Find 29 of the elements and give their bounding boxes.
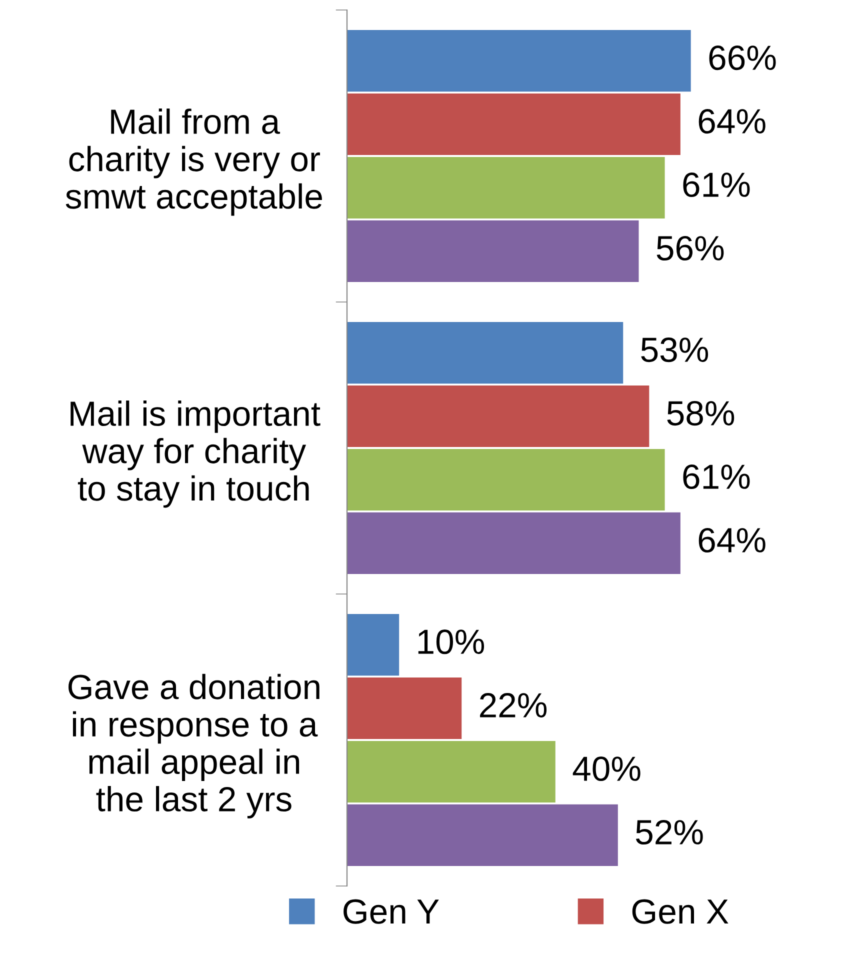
bar <box>347 740 556 803</box>
bar <box>347 385 650 448</box>
data-label: 22% <box>480 692 547 718</box>
bar <box>347 156 665 219</box>
bar <box>347 30 691 92</box>
data-label: 64% <box>698 528 766 553</box>
data-label: 61% <box>683 464 750 490</box>
data-label: 10% <box>418 630 484 654</box>
y-tick-label: Gave a donation in response to a mail appeal in the last 2 yrs <box>68 674 320 818</box>
data-label: 53% <box>641 338 708 362</box>
data-label: 64% <box>698 108 766 134</box>
data-label: 58% <box>667 400 734 426</box>
y-tick-label: Mail from a charity is very or smwt acceptable <box>66 108 322 216</box>
bar <box>347 512 680 574</box>
data-label: 66% <box>709 46 776 70</box>
y-tick-label: Mail is important way for charity to stay in touch <box>70 400 320 508</box>
data-label: 40% <box>572 756 640 782</box>
data-label: 56% <box>656 236 724 261</box>
legend-label: Gen X <box>632 899 728 924</box>
bar <box>347 804 618 866</box>
bar <box>347 322 624 384</box>
bar <box>347 614 400 676</box>
bar <box>347 677 462 740</box>
bar <box>347 93 680 156</box>
bar <box>347 448 665 511</box>
bar <box>347 220 639 282</box>
legend-label: Gen Y <box>344 899 439 924</box>
data-label: 52% <box>636 820 703 845</box>
data-label: 61% <box>683 172 750 198</box>
